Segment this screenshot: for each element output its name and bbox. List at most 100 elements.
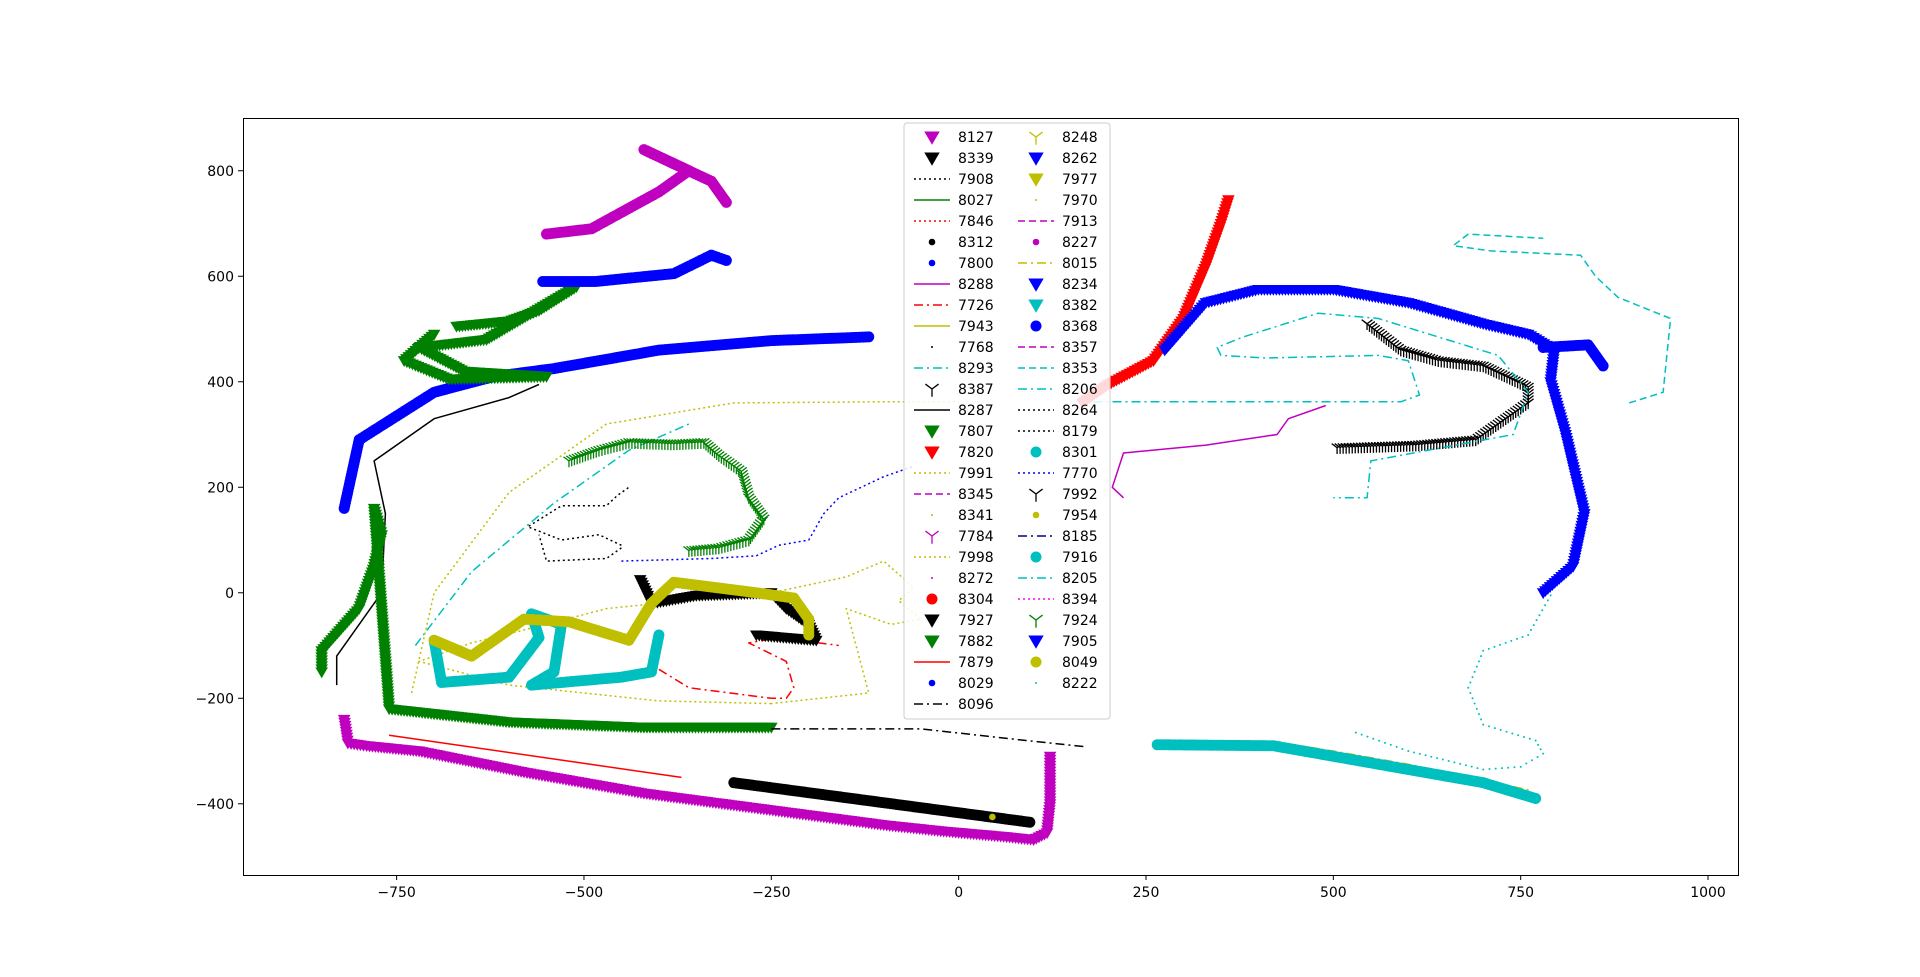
legend-label: 8353: [1062, 361, 1098, 377]
legend-entry: 8353: [1018, 361, 1098, 377]
legend-handle: [928, 259, 936, 267]
data-point: [1529, 629, 1532, 632]
data-point: [1544, 604, 1547, 607]
data-point: [1549, 594, 1552, 597]
legend-entry: 8288: [914, 277, 994, 293]
legend-entry: 8096: [914, 697, 994, 713]
legend-entry: 7882: [924, 634, 994, 650]
series-8049: [428, 576, 815, 662]
legend-handle: [928, 238, 936, 246]
series-7924: [563, 437, 770, 557]
data-point: [1378, 739, 1381, 742]
series-8029: [537, 249, 732, 288]
legend-label: 8227: [1062, 235, 1098, 251]
series-line: [335, 383, 540, 686]
data-point: [1222, 195, 1235, 207]
legend-handle: [1028, 152, 1044, 166]
data-point: [1424, 754, 1427, 757]
legend-label: 7998: [958, 550, 994, 566]
data-point: [1482, 768, 1485, 771]
data-point: [1493, 645, 1496, 648]
series-8353: [1452, 233, 1672, 404]
data-point: [1475, 665, 1478, 668]
series-8293: [414, 423, 690, 646]
legend-handle: [1028, 173, 1044, 187]
series-8287: [335, 383, 540, 686]
x-tick-label: 750: [1507, 885, 1534, 901]
data-point: [1447, 759, 1450, 762]
data-point: [1521, 635, 1524, 638]
legend-entry: 8179: [1018, 424, 1098, 440]
legend-label: 8287: [958, 403, 994, 419]
legend-label: 7770: [1062, 466, 1098, 482]
data-point: [1477, 361, 1489, 373]
data-point: [1471, 697, 1474, 700]
data-point: [1477, 660, 1480, 663]
legend-handle: [1032, 238, 1040, 246]
legend-label: 8029: [958, 676, 994, 692]
legend-entry: 8312: [928, 235, 994, 251]
data-point: [1477, 713, 1480, 716]
legend-entry: 8345: [914, 487, 994, 503]
legend-label: 8293: [958, 361, 994, 377]
legend-entry: 7954: [1032, 508, 1098, 524]
legend-entry: 7970: [1035, 193, 1098, 209]
legend-handle: [926, 593, 938, 605]
legend-handle: [1032, 511, 1040, 519]
axes-frame: [243, 118, 1739, 876]
data-point: [989, 813, 996, 821]
data-point: [1467, 686, 1470, 689]
data-point: [1444, 357, 1457, 369]
data-point: [1480, 655, 1483, 658]
legend-label: 8357: [1062, 340, 1098, 356]
series-7954: [989, 813, 996, 821]
legend-handle: [924, 152, 940, 166]
data-point: [1456, 358, 1469, 370]
series-8227: [540, 144, 732, 240]
y-tick-label: 600: [207, 269, 234, 285]
legend-entry: 7913: [1018, 214, 1098, 230]
legend-label: 7846: [958, 214, 994, 230]
y-axis: −400 −200 0 200 400 600 800: [196, 164, 243, 813]
legend-entry: 7846: [914, 214, 994, 230]
legend-entry: 8387: [925, 382, 994, 398]
legend-label: 8049: [1062, 655, 1098, 671]
x-tick-label: 250: [1133, 885, 1160, 901]
data-point: [1513, 766, 1516, 769]
data-point: [1450, 358, 1463, 370]
legend-entry: 8264: [1018, 403, 1098, 419]
series-line: [527, 486, 630, 546]
legend-handle: [1030, 320, 1042, 332]
data-point: [1528, 737, 1531, 740]
legend-entry: 8015: [1018, 256, 1098, 272]
series-7807: [315, 503, 778, 734]
series-8179: [538, 534, 622, 562]
data-point: [1480, 718, 1483, 721]
data-point: [1372, 737, 1375, 740]
data-point: [1507, 766, 1510, 769]
series-7991: [410, 401, 959, 694]
data-point: [1383, 741, 1386, 744]
legend-entry: 7800: [928, 256, 994, 272]
legend-label: 8394: [1062, 592, 1098, 608]
data-point: [1354, 731, 1357, 734]
series-8096: [771, 728, 1087, 748]
data-point: [1523, 735, 1526, 738]
legend-entry: 7879: [914, 655, 994, 671]
data-point: [1413, 751, 1416, 754]
legend-entry: 8248: [1029, 130, 1098, 146]
legend-label: 7820: [958, 445, 994, 461]
data-point: [1438, 356, 1451, 368]
legend-handle: [1028, 635, 1044, 649]
legend-label: 8234: [1062, 277, 1098, 293]
legend-label: 8312: [958, 235, 994, 251]
legend-entry: 8127: [924, 130, 994, 146]
legend-entry: 8234: [1028, 277, 1098, 293]
data-point: [1475, 707, 1478, 710]
series-7726: [658, 636, 839, 700]
legend-label: 7908: [958, 172, 994, 188]
legend-entry: 7998: [914, 550, 994, 566]
legend-handle: [1029, 614, 1043, 628]
data-point: [1453, 358, 1466, 370]
legend-entry: 8262: [1028, 151, 1098, 167]
